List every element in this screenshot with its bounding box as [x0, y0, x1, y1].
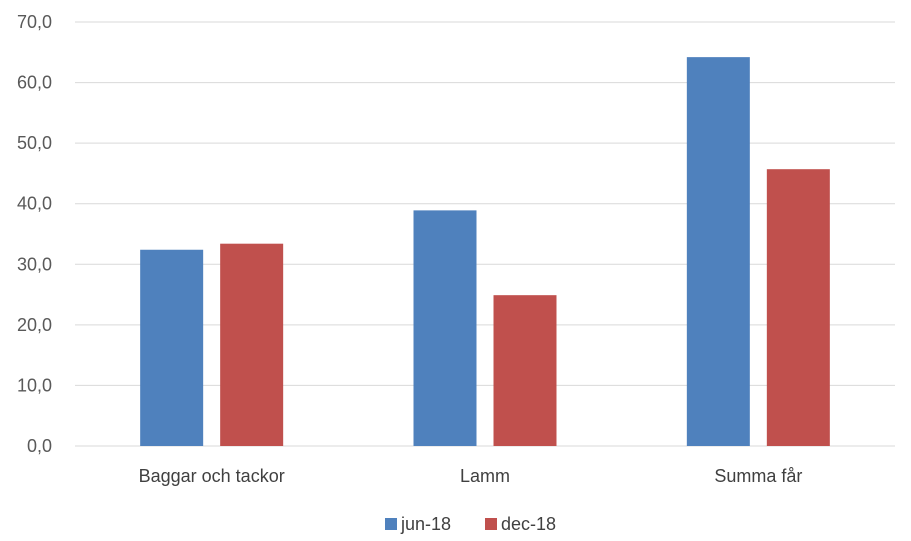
x-category-label: Baggar och tackor: [139, 466, 285, 486]
y-tick-label: 50,0: [17, 133, 52, 153]
x-axis-categories: Baggar och tackor Lamm Summa får: [139, 466, 803, 486]
legend-swatch-jun-18: [385, 518, 397, 530]
bar-dec-18-baggar-och-tackor: [220, 243, 284, 446]
y-tick-label: 30,0: [17, 254, 52, 274]
bar-jun-18-summa-får: [686, 57, 750, 446]
y-tick-label: 40,0: [17, 194, 52, 214]
x-category-label: Lamm: [460, 466, 510, 486]
y-tick-label: 0,0: [27, 436, 52, 456]
bar-jun-18-lamm: [413, 210, 477, 446]
y-tick-label: 70,0: [17, 12, 52, 32]
y-tick-label: 10,0: [17, 375, 52, 395]
legend: jun-18 dec-18: [385, 514, 556, 534]
legend-label: jun-18: [400, 514, 451, 534]
bar-dec-18-lamm: [493, 295, 557, 446]
x-category-label: Summa får: [714, 466, 802, 486]
legend-swatch-dec-18: [485, 518, 497, 530]
bars: [140, 57, 830, 446]
gridlines: [75, 21, 895, 447]
bar-dec-18-summa-får: [766, 169, 830, 446]
bar-jun-18-baggar-och-tackor: [140, 249, 204, 446]
legend-label: dec-18: [501, 514, 556, 534]
y-axis-ticks: 0,0 10,0 20,0 30,0 40,0 50,0 60,0 70,0: [17, 12, 52, 456]
y-tick-label: 20,0: [17, 315, 52, 335]
y-tick-label: 60,0: [17, 73, 52, 93]
